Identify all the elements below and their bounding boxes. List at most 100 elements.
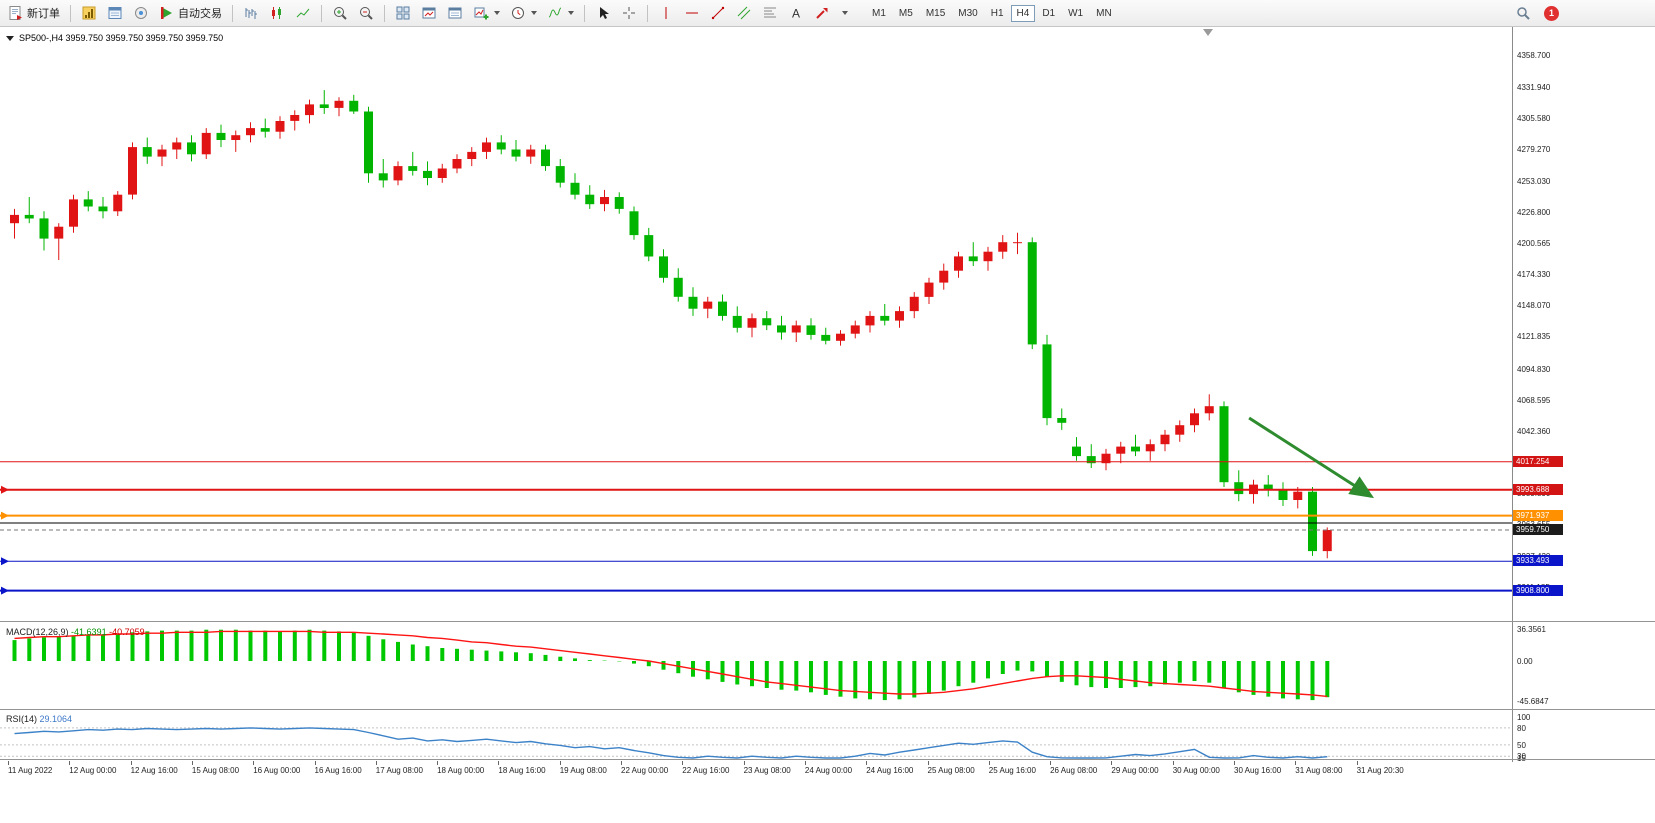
candle [526,144,536,164]
chart-shift-marker-icon[interactable] [1203,29,1213,36]
candle [1322,527,1332,559]
price-axis-label: 4279.270 [1517,145,1551,155]
time-axis-label: 16 Aug 00:00 [253,766,301,775]
depth-of-market-button[interactable] [77,3,101,24]
candle [924,277,934,304]
candle [334,97,344,117]
candle [1234,470,1244,502]
time-axis[interactable]: 11 Aug 2022 12 Aug 00:00 12 Aug 16:00 15 Au… [0,761,1512,783]
candle [260,118,270,138]
rsi-value: 29.1064 [39,714,73,724]
timeframe-button-w1[interactable]: W1 [1062,5,1089,22]
crosshair-icon [623,7,635,19]
hline-left-marker [1,557,9,566]
trendline-icon [711,6,725,20]
pane-separator[interactable] [0,709,1655,710]
indicators-button[interactable] [543,3,578,24]
timeframe-button-h4[interactable]: H4 [1010,4,1036,22]
candle [157,144,167,167]
toolbar-separator [584,4,585,22]
hline-left-marker [1,586,9,595]
timeframe-button-d1[interactable]: D1 [1036,5,1061,22]
price-axis-label: 4331.940 [1517,82,1551,92]
candle [1072,437,1081,461]
svg-text:A: A [792,7,800,21]
cursor-tool-button[interactable] [591,3,615,24]
line-chart-mode-button[interactable] [291,3,315,24]
candle [452,154,462,174]
pane-separator[interactable] [0,621,1655,622]
algo-trading-label: 自动交易 [178,8,222,20]
timeframe-button-m15[interactable]: M15 [920,5,951,22]
candle [467,147,477,167]
timeframe-button-mn[interactable]: MN [1090,5,1118,22]
fibonacci-tool-button[interactable] [758,3,782,24]
timeframe-button-h1[interactable]: H1 [985,5,1010,22]
time-axis-tick [1172,761,1174,765]
price-scale[interactable]: 4017.254 3993.688 3971.937 3933.493 3908.800… [1513,27,1655,823]
macd-pane[interactable] [0,623,1512,709]
candle [659,249,668,283]
price-chart-pane[interactable] [0,27,1512,621]
new-chart-button[interactable] [469,3,504,24]
channel-tool-button[interactable] [732,3,756,24]
crosshair-tool-button[interactable] [617,3,641,24]
trend-arrow-annotation[interactable] [1248,416,1375,499]
candle [1263,475,1273,497]
candle [290,110,300,131]
chart-menu-icon[interactable] [6,35,14,41]
time-axis-label: 25 Aug 16:00 [988,766,1036,775]
macd-label-row: MACD(12,26,9) -41.6391 -40.7059 [6,627,145,637]
macd-axis-label: -45.6847 [1517,696,1549,706]
time-axis-tick [988,761,990,765]
candle [24,197,34,224]
macd-axis-label: 36.3561 [1517,625,1546,635]
bar-chart-mode-button[interactable] [239,3,263,24]
candle [821,327,831,345]
notification-badge[interactable]: 1 [1544,5,1559,21]
timeframe-button-m5[interactable]: M5 [893,5,919,22]
zoom-in-button[interactable] [328,3,352,24]
candle [275,116,285,139]
rsi-pane[interactable] [0,711,1512,759]
chart-window-button[interactable] [417,3,441,24]
price-axis-label: 4174.330 [1517,270,1551,280]
search-button[interactable] [1511,3,1535,24]
time-axis-tick [130,761,132,765]
tile-windows-button[interactable] [391,3,415,24]
dropdown-caret-icon [494,11,500,15]
dropdown-caret-icon [568,11,574,15]
trendline-tool-button[interactable] [706,3,730,24]
text-tool-button[interactable]: A [784,3,808,24]
timeframe-button-m30[interactable]: M30 [952,5,983,22]
toolbar-separator [647,4,648,22]
toolbar-separator [384,4,385,22]
candlestick-mode-button[interactable] [265,3,289,24]
candle [644,227,654,262]
periods-button[interactable] [506,3,541,24]
horizontal-line-icon [686,12,698,14]
zoom-out-button[interactable] [354,3,378,24]
objects-dropdown-button[interactable] [836,3,852,24]
candle [128,142,137,200]
pane-separator[interactable] [0,759,1655,760]
algo-trading-button[interactable]: 自动交易 [155,3,226,24]
chart-title-row: SP500-,H4 3959.750 3959.750 3959.750 395… [6,33,223,43]
arrow-object-tool-button[interactable] [810,3,834,24]
data-window-button[interactable] [103,3,127,24]
rsi-label-row: RSI(14) 29.1064 [6,714,72,724]
price-axis-label: 4068.595 [1517,395,1551,405]
timeframe-button-m1[interactable]: M1 [866,5,892,22]
candle [496,135,506,155]
vertical-line-tool-button[interactable] [654,3,678,24]
new-order-button[interactable]: 新订单 [4,3,64,24]
candle [393,161,403,186]
navigator-button[interactable] [129,3,153,24]
candle [865,311,875,333]
chart-list-window-button[interactable] [443,3,467,24]
time-axis-label: 26 Aug 08:00 [1050,766,1098,775]
search-icon [1517,7,1530,20]
horizontal-line-tool-button[interactable] [680,3,704,24]
candle [895,306,904,328]
data-window-icon [108,7,122,19]
